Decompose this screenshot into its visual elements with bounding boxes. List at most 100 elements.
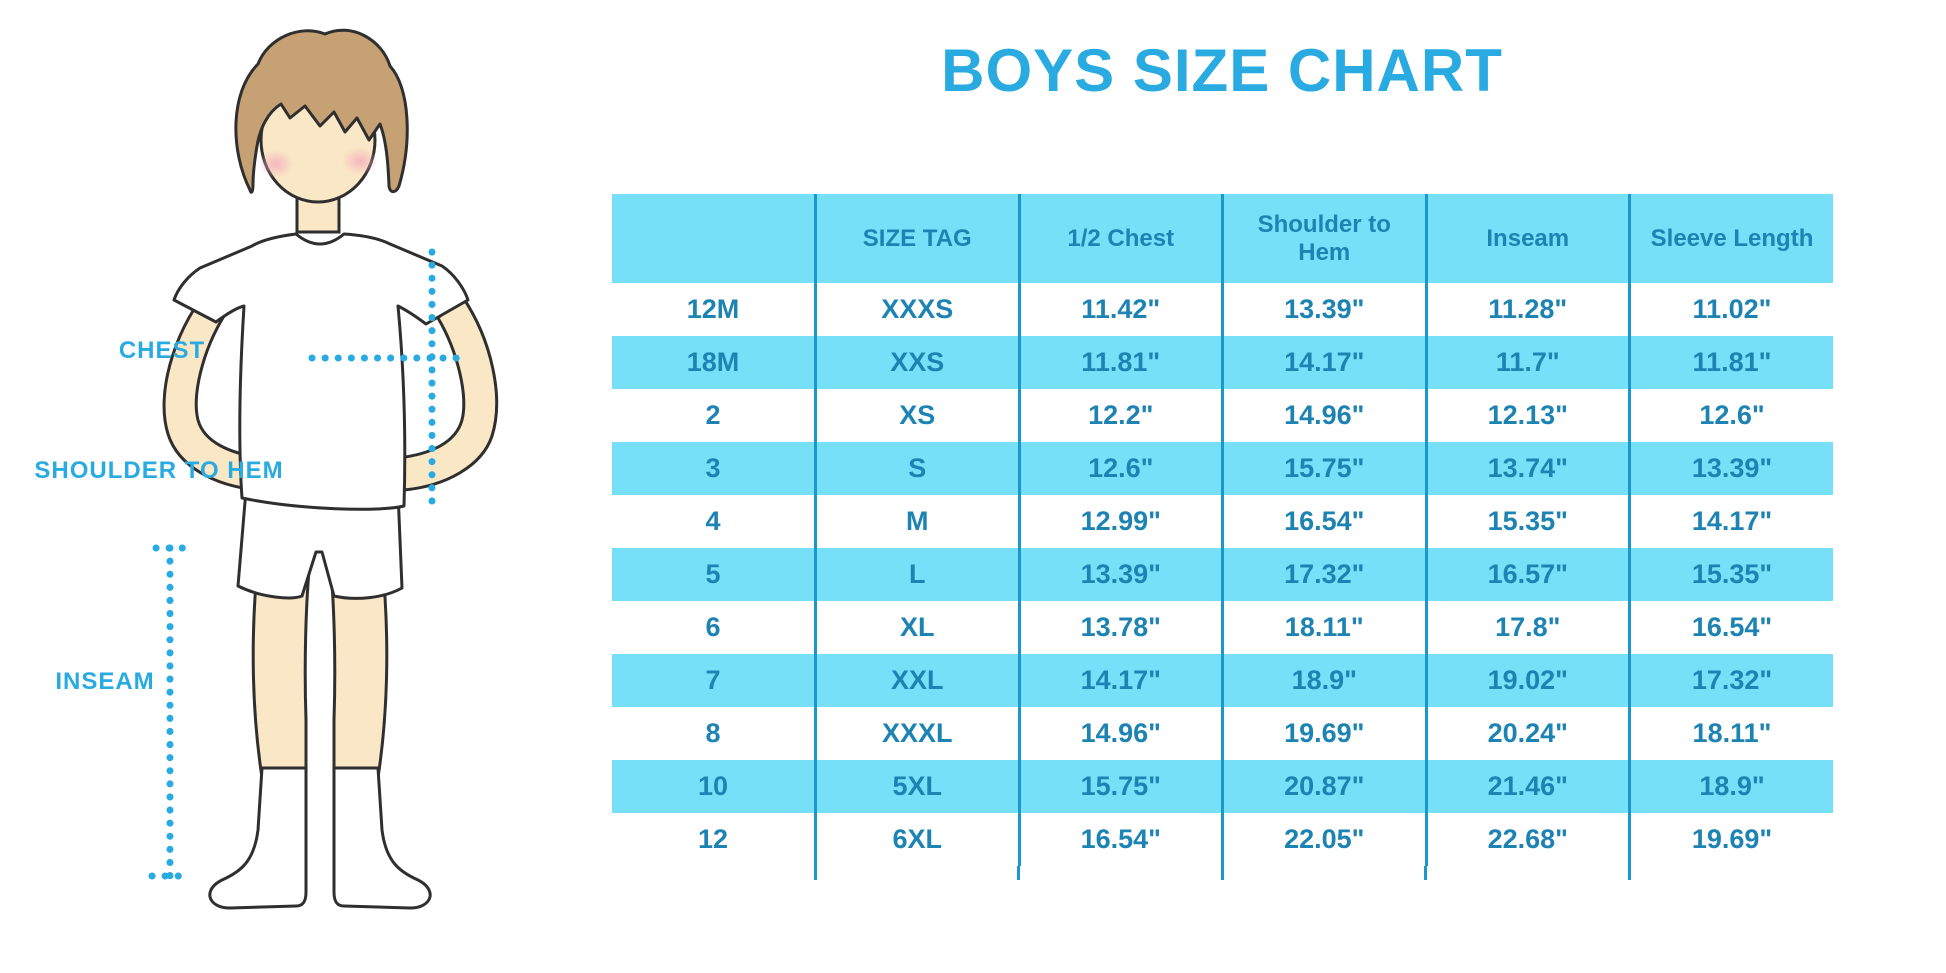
table-cell: S (814, 442, 1019, 495)
row-size-label: 12M (686, 294, 740, 324)
table-cell: 13.74" (1424, 442, 1630, 495)
table-row: 6 XL 13.78" 18.11" 17.8" 16.54" (612, 601, 1833, 654)
table-cell: 11.7" (1424, 336, 1630, 389)
table-cell: 22.05" (1221, 813, 1426, 866)
shoulder-to-hem-label: SHOULDER TO HEM (34, 457, 284, 484)
column-divider-tail (1221, 866, 1224, 880)
column-divider-tail (1017, 866, 1021, 880)
table-cell: XS (814, 389, 1019, 442)
table-row: 5 L 13.39" 17.32" 16.57" 15.35" (612, 548, 1833, 601)
column-divider-tail (1424, 866, 1428, 880)
column-header: Inseam (1424, 194, 1630, 283)
table-cell: L (814, 548, 1019, 601)
blush-right (342, 147, 378, 175)
table-cell: M (814, 495, 1019, 548)
table-cell: 20.24" (1424, 707, 1630, 760)
table-cell: 12.13" (1424, 389, 1630, 442)
table-cell: 5XL (814, 760, 1019, 813)
table-cell: 11.81" (1628, 336, 1833, 389)
row-size-label: 18M (612, 336, 816, 389)
row-size-label: 8 (705, 718, 721, 748)
table-cell: 16.54" (1221, 495, 1426, 548)
table-cell: 6XL (814, 813, 1019, 866)
chest-label: CHEST (118, 337, 206, 364)
table-cell: 15.75" (1221, 442, 1426, 495)
table-row: 4 M 12.99" 16.54" 15.35" 14.17" (612, 495, 1833, 548)
table-cell: 19.69" (1221, 707, 1426, 760)
table-row: 12M XXXS 11.42" 13.39" 11.28" 11.02" (612, 283, 1833, 336)
table-cell: 22.68" (1424, 813, 1630, 866)
boy-hair (234, 28, 409, 194)
table-cell: 17.32" (1221, 548, 1426, 601)
row-size-label: 6 (705, 612, 721, 642)
measurement-lines (148, 248, 472, 880)
table-cell: 18.9" (1628, 760, 1833, 813)
table-cell: 16.57" (1424, 548, 1630, 601)
table-cell: 15.35" (1424, 495, 1630, 548)
table-cell: 18.11" (1221, 601, 1426, 654)
table-cell: 14.96" (1017, 707, 1223, 760)
page-title: BOYS SIZE CHART (941, 37, 1503, 104)
table-cell: 16.54" (1017, 813, 1223, 866)
column-header: 1/2 Chest (1017, 194, 1223, 283)
measurement-figure: CHEST SHOULDER TO HEM INSEAM (0, 0, 540, 973)
table-cell: 14.96" (1221, 389, 1426, 442)
size-table: SIZE TAG 1/2 Chest Shoulder to Hem Inseam Sl… (612, 194, 1833, 866)
column-header (612, 194, 816, 283)
table-cell: 21.46" (1424, 760, 1630, 813)
table-cell: 12.6" (1628, 389, 1833, 442)
column-header: Shoulder to Hem (1221, 194, 1426, 283)
boy-socks (208, 766, 432, 910)
table-cell: 17.32" (1628, 654, 1833, 707)
column-header: Sleeve Length (1628, 194, 1833, 283)
table-cell: 19.69" (1628, 813, 1833, 866)
table-cell: 13.39" (1628, 442, 1833, 495)
table-row: 8 XXXL 14.96" 19.69" 20.24" 18.11" (612, 707, 1833, 760)
row-size-label: 2 (705, 400, 721, 430)
table-row: 2 XS 12.2" 14.96" 12.13" 12.6" (612, 389, 1833, 442)
row-size-label: 7 (612, 654, 816, 707)
column-header: SIZE TAG (814, 194, 1019, 283)
row-size-label: 3 (612, 442, 816, 495)
column-divider-tail (813, 866, 817, 880)
table-cell: 15.35" (1628, 548, 1833, 601)
table-cell: XXS (814, 336, 1019, 389)
table-cell: 14.17" (1221, 336, 1426, 389)
row-size-label: 5 (612, 548, 816, 601)
boy-shorts (236, 488, 404, 600)
table-cell: 19.02" (1424, 654, 1630, 707)
row-size-label: 4 (705, 506, 721, 536)
table-cell: 12.6" (1017, 442, 1223, 495)
table-cell: 14.17" (1628, 495, 1833, 548)
blush-left (258, 150, 294, 178)
header-row: SIZE TAG 1/2 Chest Shoulder to Hem Inseam Sl… (612, 194, 1833, 283)
table-row: 7 XXL 14.17" 18.9" 19.02" 17.32" (612, 654, 1833, 707)
table-cell: 13.78" (1017, 601, 1223, 654)
table-cell: 12.2" (1017, 389, 1223, 442)
table-cell: XXXL (814, 707, 1019, 760)
row-size-label: 10 (612, 760, 816, 813)
table-cell: XXL (814, 654, 1019, 707)
table-cell: XXXS (814, 283, 1019, 336)
inseam-label: INSEAM (55, 668, 155, 695)
boy-illustration (148, 28, 499, 910)
table-cell: 18.9" (1221, 654, 1426, 707)
boy-shirt (172, 232, 470, 511)
table-cell: 14.17" (1017, 654, 1223, 707)
table-row: 18M XXS 11.81" 14.17" 11.7" 11.81" (612, 336, 1833, 389)
table-cell: 20.87" (1221, 760, 1426, 813)
table-cell: 13.39" (1221, 283, 1426, 336)
table-cell: 13.39" (1017, 548, 1223, 601)
table-row: 12 6XL 16.54" 22.05" 22.68" 19.69" (612, 813, 1833, 866)
table-cell: 17.8" (1424, 601, 1630, 654)
table-row: 10 5XL 15.75" 20.87" 21.46" 18.9" (612, 760, 1833, 813)
table-cell: 15.75" (1017, 760, 1223, 813)
table-cell: 11.42" (1017, 283, 1223, 336)
table-cell: 11.28" (1424, 283, 1630, 336)
table-cell: 11.81" (1017, 336, 1223, 389)
row-size-label: 12 (697, 824, 729, 854)
column-divider-tail (1628, 866, 1631, 880)
table-cell: 11.02" (1628, 283, 1833, 336)
table-row: 3 S 12.6" 15.75" 13.74" 13.39" (612, 442, 1833, 495)
table-cell: 18.11" (1628, 707, 1833, 760)
